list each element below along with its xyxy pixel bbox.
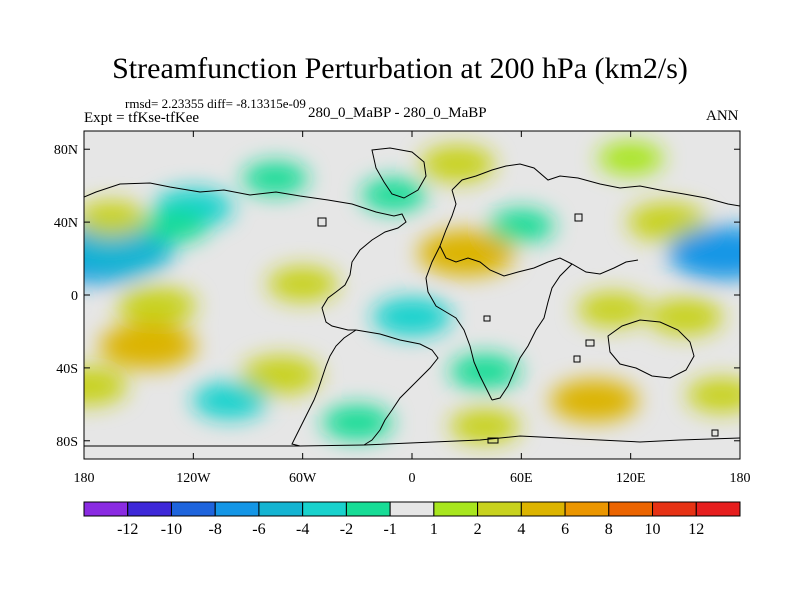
island	[574, 213, 583, 222]
field-anomaly	[241, 355, 321, 395]
y-tick-label: 40S	[56, 362, 78, 377]
field-anomaly	[597, 141, 664, 176]
field-anomaly	[99, 323, 197, 370]
colorbar-label: -12	[117, 521, 138, 538]
colorbar-swatch	[608, 501, 654, 517]
field-anomaly	[372, 297, 452, 337]
x-tick-label: 180	[74, 471, 95, 486]
x-tick-label: 0	[409, 471, 416, 486]
axes: 180 120W 60W 0 60E 120E 180 80N 40N 0 40S 80S	[54, 131, 751, 486]
x-tick-label: 180	[730, 471, 751, 486]
coast-south-america-east	[355, 329, 439, 446]
field-anomaly	[242, 161, 309, 196]
colorbar-swatch	[127, 501, 172, 517]
field-anomaly	[667, 226, 740, 280]
island	[487, 437, 499, 444]
colorbar-swatch	[652, 501, 697, 517]
coast-eurasia-south	[439, 189, 639, 277]
island	[711, 429, 719, 437]
colorbar-swatch	[520, 501, 566, 517]
x-tick-label: 120W	[176, 471, 211, 486]
season-label: ANN	[706, 108, 739, 124]
colorbar-swatch	[345, 501, 391, 517]
field-layer	[84, 141, 740, 444]
colorbar-label: 4	[517, 521, 525, 538]
coast-africa-west	[425, 245, 493, 401]
chart-title: Streamfunction Perturbation at 200 hPa (…	[112, 52, 688, 85]
coast-north-america	[84, 182, 407, 331]
colorbar-swatch	[170, 501, 216, 517]
experiment-label: Expt = tfKse-tfKee	[84, 110, 200, 126]
colorbar-label: -10	[161, 521, 182, 538]
coast-australia	[607, 319, 695, 379]
colorbar-label: -6	[252, 521, 265, 538]
colorbar-label: 12	[688, 521, 704, 538]
coast-eurasia-north	[451, 163, 740, 207]
field-anomaly	[550, 379, 639, 422]
colorbar-swatch	[83, 501, 129, 517]
field-anomaly	[420, 145, 495, 183]
colorbar-swatch	[389, 501, 435, 517]
field-anomaly	[142, 209, 208, 243]
stats-label: rmsd= 2.23355 diff= -8.13315e-09	[125, 96, 306, 111]
y-tick-label: 80N	[54, 143, 78, 158]
colorbar-label: 10	[645, 521, 661, 538]
field-anomaly	[322, 404, 393, 441]
island	[317, 217, 327, 227]
field-anomaly	[449, 353, 520, 390]
colorbar: -12 -10 -8 -6 -4 -2 -1 1 2 4 6 8 10 12	[83, 501, 741, 538]
coast-south-america-west	[291, 329, 365, 447]
colorbar-swatch	[214, 501, 260, 517]
field-anomaly	[449, 408, 520, 444]
coastline-layer	[84, 147, 740, 447]
colorbar-swatch	[258, 501, 304, 517]
island	[483, 315, 491, 322]
field-anomaly	[267, 266, 338, 302]
field-anomaly	[488, 209, 555, 243]
colorbar-swatch	[433, 501, 479, 517]
field-anomaly	[117, 286, 197, 326]
colorbar-label: 1	[430, 521, 438, 538]
field-anomaly	[577, 291, 648, 328]
colorbar-label: -4	[296, 521, 309, 538]
colorbar-swatch	[695, 501, 741, 517]
x-tick-label: 60E	[510, 471, 533, 486]
field-anomaly	[418, 230, 516, 277]
field-anomaly	[192, 382, 268, 420]
colorbar-label: -8	[209, 521, 222, 538]
island	[573, 355, 581, 363]
x-tick-label: 120E	[616, 471, 646, 486]
colorbar-label: -2	[340, 521, 353, 538]
colorbar-label: 6	[561, 521, 569, 538]
field-anomaly	[648, 298, 723, 336]
coast-africa-east	[491, 263, 573, 401]
colorbar-swatch	[564, 501, 610, 517]
y-tick-label: 40N	[54, 216, 78, 231]
field-anomaly	[84, 226, 174, 277]
colorbar-swatch	[302, 501, 347, 517]
coast-antarctica	[84, 435, 740, 447]
colorbar-label: 2	[474, 521, 482, 538]
colorbar-swatch	[477, 501, 522, 517]
field-anomaly	[627, 202, 707, 242]
y-tick-label: 80S	[56, 435, 78, 450]
field-anomaly	[84, 200, 147, 237]
x-tick-label: 60W	[289, 471, 317, 486]
field-anomaly	[686, 377, 740, 413]
coast-greenland	[371, 147, 427, 199]
y-tick-label: 0	[71, 289, 78, 304]
island	[585, 339, 595, 347]
colorbar-label: -1	[383, 521, 396, 538]
colorbar-label: 8	[605, 521, 613, 538]
field-anomaly	[84, 366, 128, 406]
case-label: 280_0_MaBP - 280_0_MaBP	[308, 105, 487, 121]
